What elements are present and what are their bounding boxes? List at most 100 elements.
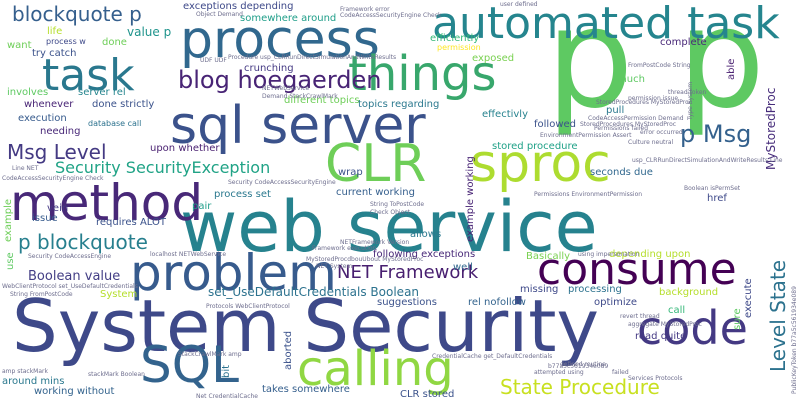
word-permission: permission <box>437 43 481 52</box>
word-web-service: web service <box>180 186 598 268</box>
word-process-set: process set <box>214 189 271 200</box>
word-level-state: Level State <box>766 259 790 372</box>
word-processing: processing <box>568 284 622 295</box>
word-pair: pair <box>192 201 212 212</box>
word-user-defined: user defined <box>500 1 538 8</box>
word-basically: Basically <box>526 251 571 262</box>
word-sql-server: sql server <box>170 96 426 156</box>
word-set-use-default-credentials: set_UseDefaultCredentials Boolean <box>208 285 420 299</box>
word-method: method <box>10 174 204 232</box>
word-topics-regarding: topics regarding <box>358 99 440 110</box>
word-system-security: System Security <box>12 284 600 368</box>
word-sproc: sproc <box>470 134 611 194</box>
word-state-procedure: State Procedure <box>500 375 660 399</box>
word-calling: calling <box>297 341 454 397</box>
word-msg-level: Msg Level <box>7 140 107 164</box>
word-needing: needing <box>40 126 81 137</box>
word-permission-issue: permission issue <box>628 95 679 102</box>
word-environment-permission: EnvironmentPermission Assert <box>540 132 632 139</box>
word-well: well <box>453 262 473 273</box>
word-stackmark-boolean: stackMark Boolean <box>88 371 145 378</box>
word-stack-crawl: Demand StackCrawlMark <box>262 93 338 100</box>
word-net-framework-version: NETFramework Version <box>340 239 410 246</box>
word-crunching: crunching <box>244 63 294 74</box>
word-href: href <box>707 193 727 204</box>
word-issue: issue <box>32 213 58 224</box>
word-done-strictly: done strictly <box>92 99 155 110</box>
word-done: done <box>102 37 127 48</box>
word-permissions-env: Permissions EnvironmentPermission <box>534 191 643 198</box>
word-localhost-web: localhost NETWebService <box>150 251 227 258</box>
word-sure: sure <box>732 308 743 330</box>
word-things: things <box>348 46 497 102</box>
word-defined-routine: defined routine <box>560 361 606 368</box>
word-wrap: wrap <box>338 167 363 178</box>
word-effectivly: effectivly <box>482 109 529 120</box>
word-different-topics: different topics <box>284 95 360 106</box>
word-boolean-value: Boolean value <box>28 269 121 284</box>
word-missing: missing <box>520 284 559 295</box>
word-read-quite: read quite <box>635 331 687 342</box>
word-thread-token: thread token <box>668 89 707 96</box>
word-try-catch: try catch <box>32 48 77 59</box>
word-aggregate: aggregate MyStoredProc <box>628 321 702 328</box>
word-complete: complete <box>660 37 707 48</box>
word-permission-demand: CodeAccessPermission Demand <box>588 115 684 122</box>
word-net-credential-cache: Net CredentialCache <box>196 393 258 400</box>
word-current-working: current working <box>336 187 415 198</box>
word-stack-crawl-amp: StackCrawlMark amp <box>178 351 242 358</box>
word-permission-failed: Permissions failed <box>594 125 649 132</box>
word-usp-long: usp_CLRRunDirectSimulationAndWriteResult… <box>632 157 783 164</box>
word-around-mins: around mins <box>2 376 65 387</box>
word-system: System <box>100 289 138 300</box>
word-requires-alot: requires ALOT <box>96 217 166 228</box>
word-optimize: optimize <box>594 297 638 308</box>
word-error-occurred: error occurred <box>640 129 683 136</box>
word-execute: execute <box>743 278 754 318</box>
word-vein: vein <box>47 203 69 214</box>
word-problem: problem <box>130 244 337 302</box>
word-framework-execution: Framework execution <box>312 245 377 252</box>
word-seconds-due: seconds due <box>590 167 653 178</box>
word-object-demand: Object Demand <box>196 11 243 18</box>
word-much: much <box>617 74 645 85</box>
word-using-impersonation: using impersonation <box>578 251 640 258</box>
word-credential-cache: CredentialCache get_DefaultCredentials <box>432 353 553 360</box>
word-suggestions: suggestions <box>377 297 437 308</box>
word-exceptions-depending: exceptions depending <box>183 1 294 12</box>
word-able: able <box>726 58 737 80</box>
word-my-stored-proc-default: MyStoredProcdbouUbout MyStoredProc <box>306 256 424 263</box>
word-process: process <box>180 10 380 70</box>
word-sql: SQL <box>140 336 239 394</box>
word-clr: CLR <box>325 134 427 194</box>
word-bit: bit <box>221 364 232 378</box>
word-protocols-client: Protocols WebClientProtocol <box>206 303 290 310</box>
word-aborted: aborted <box>283 330 294 370</box>
word-execution: execution <box>18 113 67 124</box>
word-failed: failed <box>612 369 629 376</box>
word-depending-upon: depending upon <box>609 249 691 260</box>
word-boolean-isperm: Boolean isPermSet <box>684 185 741 192</box>
word-want: want <box>7 40 32 51</box>
word-consume: consume <box>537 244 737 295</box>
word-check-object: Check Object <box>370 209 410 216</box>
word-net-web-service: NETWebService <box>262 85 310 92</box>
word-blockquote-p: blockquote p <box>12 2 142 26</box>
word-hex-token: b77a5c561934e089 <box>548 363 609 370</box>
word-blog-hoegaerden: blog hoegaerden <box>178 66 382 94</box>
word-call: call <box>668 305 686 316</box>
word-task: task <box>42 50 135 101</box>
word-services-protocols: Services Protocols <box>628 375 683 382</box>
word-revert-thread: revert thread <box>620 313 660 320</box>
word-security-code: Security CodeAccessSecurityEngine <box>228 179 336 186</box>
word-string-tostring: String ToPostCode <box>370 201 425 208</box>
word-allows: allows <box>410 229 442 240</box>
word-stored-procedure: stored procedure <box>492 141 578 152</box>
word-value-p: value p <box>127 25 172 39</box>
word-amp-stackmark: amp stackMark <box>2 368 48 375</box>
word-efficiently: efficiently <box>430 33 480 44</box>
word-p-p: p p <box>546 0 766 139</box>
word-process-w: process w <box>46 37 86 46</box>
word-public-key: PublicKeyToken b77a5c561934e089 <box>791 286 798 394</box>
